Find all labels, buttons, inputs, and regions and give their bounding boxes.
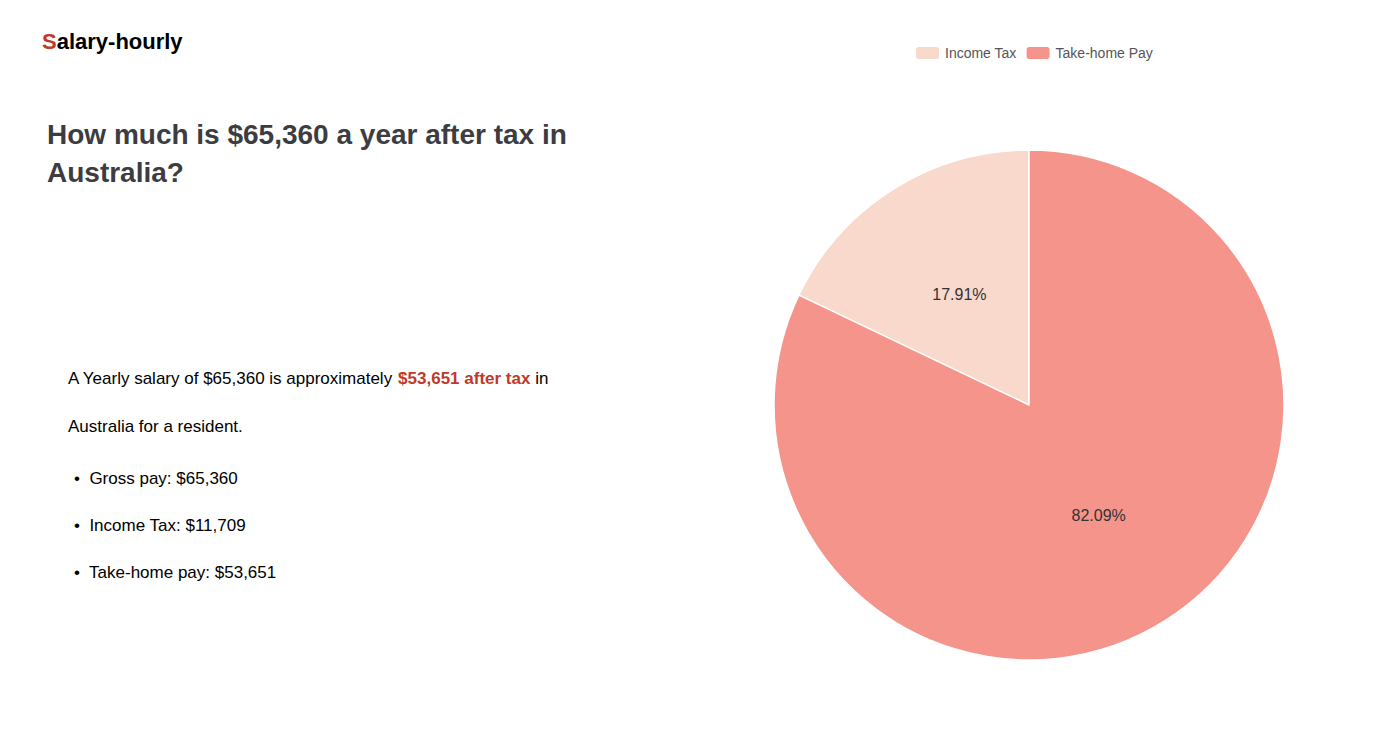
svg-text:17.91%: 17.91% <box>932 286 986 303</box>
svg-text:Australia?: Australia? <box>47 157 184 188</box>
svg-text:How much is $65,360 a year aft: How much is $65,360 a year after tax in <box>47 119 567 150</box>
svg-text:Take-home Pay: Take-home Pay <box>1056 45 1153 61</box>
svg-text:S: S <box>42 29 57 54</box>
svg-text:• Take-home pay: $53,651: • Take-home pay: $53,651 <box>74 563 276 582</box>
svg-text:A Yearly salary of $65,360 is: A Yearly salary of $65,360 is approximat… <box>68 369 397 388</box>
svg-text:Income Tax: Income Tax <box>945 45 1016 61</box>
svg-text:alary-hourly: alary-hourly <box>57 29 184 54</box>
svg-text:• Income Tax: $11,709: • Income Tax: $11,709 <box>74 516 246 535</box>
svg-text:in: in <box>530 369 548 388</box>
svg-text:• Gross pay: $65,360: • Gross pay: $65,360 <box>74 469 238 488</box>
svg-text:$53,651 after tax: $53,651 after tax <box>398 369 531 388</box>
svg-text:82.09%: 82.09% <box>1071 507 1125 524</box>
svg-text:Australia for a resident.: Australia for a resident. <box>68 417 243 436</box>
